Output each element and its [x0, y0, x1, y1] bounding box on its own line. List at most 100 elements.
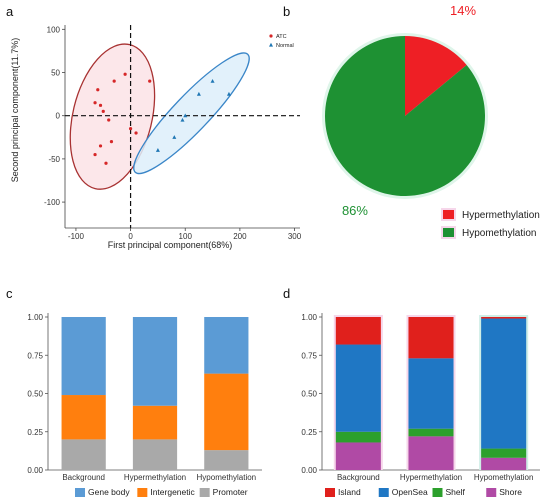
- confidence-ellipses: [69, 43, 250, 190]
- bar-segment-promoter: [132, 439, 178, 470]
- bar-segment-opensea: [481, 318, 527, 449]
- ellipse-atc: [69, 43, 156, 190]
- data-point-atc: [109, 140, 114, 144]
- bar-segment-island: [481, 317, 527, 319]
- y-tick-label: 0.25: [301, 428, 317, 437]
- data-point-atc: [101, 109, 105, 113]
- pca-axes: -100 0 100 200 300 100 50 0 -50 -100: [44, 25, 302, 241]
- y-tick-label: 0.50: [301, 390, 317, 399]
- legend-label-hypermethylation: Hypermethylation: [462, 210, 540, 221]
- data-point-normal: [155, 148, 160, 152]
- data-point-atc: [107, 118, 111, 122]
- bar-segment-opensea: [408, 358, 454, 429]
- bar-segment-island: [335, 317, 381, 345]
- y-tick-label: 0.50: [27, 390, 43, 399]
- bar-segment-shelf: [408, 428, 454, 437]
- x-tick-label: -100: [68, 232, 85, 241]
- data-point-normal: [226, 91, 231, 96]
- data-point-normal: [183, 113, 188, 118]
- legend-swatch-promoter: [199, 488, 210, 497]
- pca-scatter-plot: -100 0 100 200 300 100 50 0 -50 -100 First princi…: [10, 25, 302, 250]
- bar-segment-promoter: [61, 439, 106, 470]
- bar-segment-shore: [481, 457, 527, 470]
- legend-marker-atc: [269, 34, 273, 38]
- legend-label-shelf: Shelf: [446, 487, 466, 497]
- pie-slice-hypomethylation: [325, 36, 485, 196]
- legend-label-hypomethylation: Hypomethylation: [462, 228, 536, 239]
- data-point-atc: [98, 103, 103, 107]
- legend-label-island: Island: [338, 487, 361, 497]
- bar-segment-intergenetic: [204, 373, 249, 451]
- bar-segment-island: [408, 317, 454, 359]
- y-tick-label: -50: [48, 155, 60, 164]
- y-tick-label: 100: [47, 25, 61, 34]
- panel-label-b: b: [283, 4, 290, 19]
- legend-swatch-gene-body: [75, 488, 85, 497]
- data-point-atc: [98, 144, 103, 148]
- x-tick-label: Hypomethylation: [197, 473, 257, 482]
- legend-swatch-hypomethylation: [443, 228, 454, 237]
- data-point-atc: [104, 161, 108, 165]
- y-tick-label: -100: [44, 198, 61, 207]
- legend-label-gene-body: Gene body: [88, 487, 130, 497]
- legend-swatch-shelf: [432, 488, 443, 497]
- x-tick-label: 200: [233, 232, 247, 241]
- x-tick-label: Hypomethylation: [474, 473, 534, 482]
- panel-label-c: c: [6, 286, 13, 301]
- legend-label-intergenetic: Intergenetic: [150, 487, 195, 497]
- y-tick-label: 50: [51, 69, 60, 78]
- legend-label-opensea: OpenSea: [392, 487, 428, 497]
- y-tick-label: 1.00: [301, 313, 317, 322]
- legend-label-normal: Normal: [276, 43, 294, 49]
- bar-segment-shelf: [335, 431, 381, 443]
- legend-label-atc: ATC: [276, 34, 287, 40]
- data-point-atc: [93, 101, 97, 105]
- bar-segment-intergenetic: [61, 395, 106, 440]
- legend-swatch-opensea: [378, 488, 389, 497]
- data-point-atc: [134, 131, 138, 135]
- data-point-atc: [112, 79, 116, 83]
- panel-label-d: d: [283, 286, 290, 301]
- bar-segment-shore: [335, 442, 381, 470]
- x-tick-label: Hypermethylation: [124, 473, 186, 482]
- panel-label-a: a: [6, 4, 14, 19]
- y-tick-label: 0.25: [27, 428, 43, 437]
- bar-segment-gene-body: [204, 317, 249, 374]
- pca-legend: ATC Normal: [269, 34, 294, 49]
- data-point-atc: [123, 72, 127, 76]
- data-point-atc: [93, 152, 97, 157]
- legend-swatch-intergenetic: [137, 488, 148, 497]
- legend-label-promoter: Promoter: [213, 487, 248, 497]
- ellipse-normal: [133, 52, 250, 175]
- bar-segment-gene-body: [61, 317, 106, 396]
- x-tick-label: 300: [288, 232, 302, 241]
- bar-segment-shore: [408, 436, 454, 470]
- pca-points: [93, 72, 231, 165]
- legend-swatch-hypermethylation: [443, 210, 454, 219]
- bar-segment-opensea: [335, 344, 381, 432]
- data-point-normal: [172, 135, 177, 139]
- y-tick-label: 1.00: [27, 313, 43, 322]
- pie-percent-label: 14%: [450, 3, 476, 18]
- x-tick-label: Hypermethylation: [400, 473, 462, 482]
- x-tick-label: 0: [128, 232, 133, 241]
- pie-percent-label: 86%: [342, 203, 368, 218]
- y-tick-label: 0.75: [27, 351, 43, 360]
- bar-segment-gene-body: [132, 317, 178, 406]
- bar-segment-shelf: [481, 448, 527, 458]
- y-tick-label: 0.75: [301, 351, 317, 360]
- x-tick-label: 100: [179, 232, 193, 241]
- data-point-atc: [128, 127, 133, 131]
- legend-swatch-island: [325, 488, 335, 497]
- y-tick-label: 0.00: [301, 466, 317, 475]
- data-point-atc: [148, 79, 152, 83]
- bar-segment-promoter: [204, 450, 249, 470]
- legend-marker-normal: [269, 42, 273, 47]
- data-point-normal: [196, 91, 201, 96]
- legend-label-shore: Shore: [499, 487, 522, 497]
- y-axis-label: Second principal component(11.7%): [10, 38, 20, 182]
- bar-segment-intergenetic: [132, 405, 178, 440]
- pie-slice-hypermethylation: [405, 36, 467, 116]
- data-point-normal: [180, 117, 185, 122]
